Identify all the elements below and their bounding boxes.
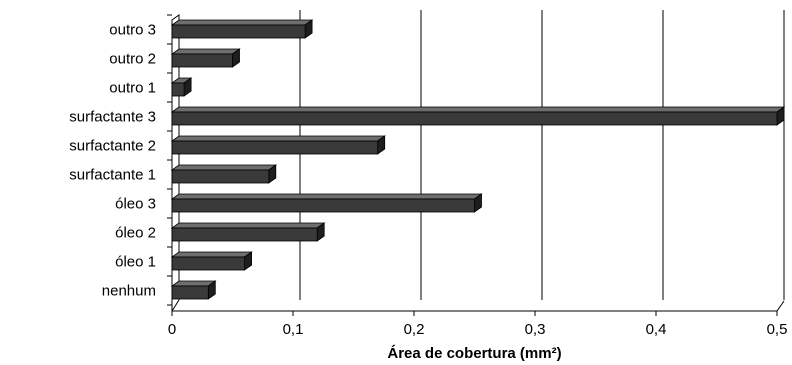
x-tick-label: 0,3	[525, 321, 546, 338]
gridlines	[299, 10, 785, 300]
bar-front	[171, 111, 778, 126]
bar-front	[171, 256, 245, 271]
bar-top	[170, 19, 314, 26]
x-tick-label: 0	[168, 321, 176, 338]
x-axis-title: Área de cobertura (mm²)	[387, 345, 561, 362]
bar-front	[171, 140, 379, 155]
y-tick-label: óleo 3	[115, 196, 156, 213]
bar-top	[170, 135, 386, 142]
bar	[170, 48, 241, 68]
y-tick-label: outro 2	[109, 51, 156, 68]
y-tick-label: surfactante 1	[69, 167, 156, 184]
bar-front	[171, 169, 270, 184]
y-axis-wall	[171, 14, 180, 305]
bar	[170, 106, 786, 126]
bar	[170, 280, 217, 300]
bars	[170, 19, 786, 300]
y-tick-label: nenhum	[102, 283, 156, 300]
x-tick-label: 0,4	[646, 321, 667, 338]
bar	[170, 251, 253, 271]
axes	[167, 14, 785, 316]
bar-top	[170, 193, 483, 200]
bar-top	[170, 48, 241, 55]
bar	[170, 164, 278, 184]
bar-top	[170, 106, 786, 113]
bar-front	[171, 53, 233, 68]
bar-front	[171, 82, 185, 97]
bar	[170, 19, 314, 39]
y-tick-labels: nenhum óleo 1 óleo 2 óleo 3 surfactante 1 sur…	[69, 22, 156, 300]
y-tick-label: outro 1	[109, 80, 156, 97]
bar	[170, 193, 483, 213]
bar-front	[171, 227, 318, 242]
bar	[170, 222, 326, 242]
y-tick-label: óleo 2	[115, 225, 156, 242]
y-tick-label: surfactante 3	[69, 109, 156, 126]
x-tick-label: 0,2	[404, 321, 425, 338]
bar-top	[170, 164, 278, 171]
x-tick-label: 0,1	[283, 321, 304, 338]
bar-front	[171, 198, 475, 213]
bar-front	[171, 24, 306, 39]
x-axis-floor	[172, 300, 785, 312]
x-tick-labels: 0 0,1 0,2 0,3 0,4 0,5	[168, 321, 788, 338]
bar	[170, 135, 386, 155]
bar-front	[171, 285, 209, 300]
x-axis-floor-edge	[171, 299, 180, 312]
bar-top	[170, 251, 253, 258]
y-tick-label: surfactante 2	[69, 138, 156, 155]
y-tick-label: óleo 1	[115, 254, 156, 271]
bar-top	[170, 222, 326, 229]
y-tick-label: outro 3	[109, 22, 156, 39]
bar	[170, 77, 193, 97]
x-tick-label: 0,5	[767, 321, 788, 338]
